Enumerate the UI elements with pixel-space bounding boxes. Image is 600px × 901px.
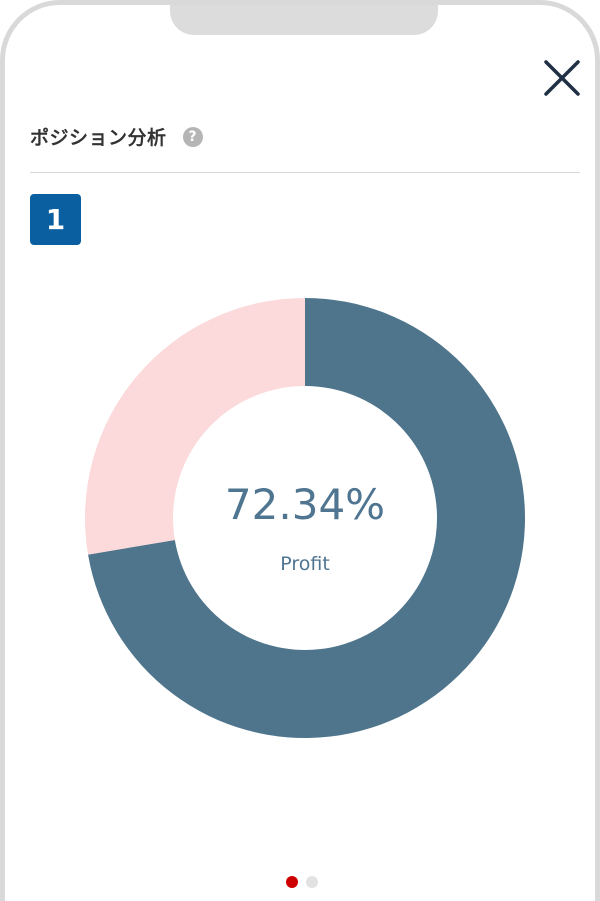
donut-chart: 72.34% Profit — [75, 288, 535, 748]
donut-chart-svg — [84, 298, 525, 738]
chart-center-label: Profit — [280, 553, 330, 575]
page-dot-1[interactable] — [286, 876, 298, 888]
header-divider — [30, 172, 580, 173]
device-notch — [170, 5, 438, 35]
close-button[interactable] — [541, 57, 583, 99]
page-dot-2[interactable] — [306, 876, 318, 888]
question-circle-icon[interactable]: ? — [182, 126, 203, 147]
donut-slice-1 — [84, 298, 305, 555]
chart-center-value: 72.34% — [224, 480, 386, 529]
rank-badge: 1 — [30, 194, 81, 245]
page-indicator — [286, 876, 318, 888]
close-icon — [544, 60, 580, 96]
section-header: ポジション分析 ? — [30, 123, 203, 150]
donut-slice-0 — [88, 298, 525, 738]
page-title: ポジション分析 — [30, 127, 167, 149]
